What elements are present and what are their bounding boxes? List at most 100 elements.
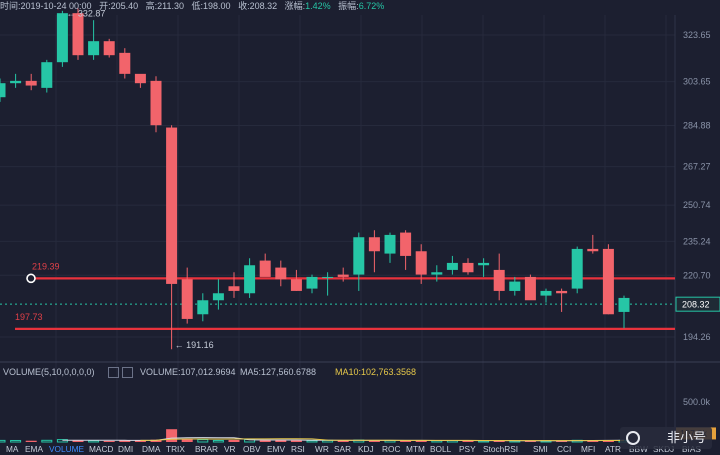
watermark-text: 非小号	[666, 430, 706, 445]
volume-bar	[0, 439, 6, 443]
low-marker: ← 191.16	[175, 340, 214, 350]
tab-roc[interactable]: ROC	[382, 444, 401, 454]
candle-body	[228, 286, 240, 291]
volume-bar	[10, 439, 22, 443]
candle-body	[462, 262, 474, 273]
indicator-close-icon[interactable]	[122, 367, 133, 378]
candle-body	[181, 279, 193, 319]
header-high: 高:211.30	[145, 1, 184, 11]
tab-macd[interactable]: MACD	[89, 444, 114, 454]
tab-sar[interactable]: SAR	[334, 444, 352, 454]
volume-bar	[415, 440, 427, 442]
volume-bar	[134, 440, 146, 442]
tab-skdj[interactable]: SKDJ	[653, 444, 675, 454]
header-change-value: 1.42%	[305, 1, 331, 11]
tab-boll[interactable]: BOLL	[430, 444, 452, 454]
tab-brar[interactable]: BRAR	[195, 444, 219, 454]
candle-body	[10, 80, 22, 84]
volume-bar	[400, 440, 412, 442]
price-axis-label: 323.65	[683, 30, 711, 40]
volume-bar	[25, 440, 37, 442]
volume-bar	[462, 440, 474, 442]
volume-bar	[41, 439, 53, 443]
header-low: 低:198.00	[191, 1, 231, 11]
header-amplitude: 振幅:6.72%	[338, 0, 384, 12]
indicator-settings-icon[interactable]	[108, 367, 119, 378]
price-axis-label: 284.88	[683, 120, 711, 130]
header-amplitude-label: 振幅:	[338, 1, 359, 11]
tab-smi[interactable]: SMI	[533, 444, 548, 454]
candle-body	[493, 269, 505, 291]
candle-body	[25, 80, 37, 86]
candle-body	[119, 52, 131, 74]
tab-dma[interactable]: DMA	[142, 444, 161, 454]
volume-bar	[228, 439, 240, 442]
tab-atr[interactable]: ATR	[605, 444, 621, 454]
candle-body	[602, 248, 614, 315]
tab-emv[interactable]: EMV	[267, 444, 285, 454]
candle-body	[166, 127, 178, 284]
price-axis-label: 267.27	[683, 162, 711, 172]
indicator-tabs: MA EMA VOLUME MACD DMI DMA TRIX BRAR VR OBV EMV RSI…	[0, 444, 720, 455]
tab-ma[interactable]: MA	[6, 444, 19, 454]
tab-mfi[interactable]: MFI	[581, 444, 596, 454]
volume-ma5: MA5:127,560.6788	[240, 367, 317, 377]
line-anchor-handle[interactable]	[26, 273, 36, 284]
tab-trix[interactable]: TRIX	[166, 444, 185, 454]
volume-bar	[290, 440, 302, 442]
volume-bar	[275, 439, 287, 442]
tab-cci[interactable]: CCI	[557, 444, 572, 454]
candle-body	[400, 232, 412, 256]
candle-body	[290, 279, 302, 291]
candle-body	[509, 281, 521, 291]
candle-body	[478, 262, 490, 266]
candle-body	[618, 297, 630, 312]
header-change: 涨幅:1.42%	[285, 0, 331, 12]
feixiaohao-watermark: 非小号	[620, 427, 712, 449]
tab-stochrsi[interactable]: StochRSI	[483, 444, 519, 454]
volume-bar	[556, 440, 568, 442]
tab-dmi[interactable]: DMI	[118, 444, 134, 454]
volume-bar	[493, 440, 505, 442]
tab-mtm[interactable]: MTM	[406, 444, 425, 454]
high-marker: ← 332.87	[66, 8, 105, 18]
tab-psy[interactable]: PSY	[459, 444, 476, 454]
tab-obv[interactable]: OBV	[243, 444, 261, 454]
tab-ema[interactable]: EMA	[25, 444, 43, 454]
current-price-tag	[675, 296, 720, 312]
candle-body	[368, 237, 380, 252]
volume-bar	[212, 439, 224, 443]
volume-bar	[337, 440, 349, 442]
header-open: 开:205.40	[99, 1, 139, 11]
tab-vr[interactable]: VR	[224, 444, 236, 454]
tab-rsi[interactable]: RSI	[291, 444, 305, 454]
volume-bar	[88, 440, 100, 443]
header-close: 收:208.32	[238, 1, 278, 11]
candle-body	[134, 73, 146, 84]
price-axis-label: 250.74	[683, 200, 711, 210]
candle-body	[259, 260, 271, 277]
tab-bias[interactable]: BIAS	[682, 444, 701, 454]
candle-body	[524, 276, 536, 301]
resistance-line-label: 219.39	[32, 261, 60, 271]
volume-indicator-bar: VOLUME(5,10,0,0,0,0) VOLUME:107,012.9694…	[0, 367, 720, 380]
price-axis-label: 220.70	[683, 270, 711, 280]
tab-volume[interactable]: VOLUME	[49, 444, 85, 454]
tab-wr[interactable]: WR	[315, 444, 329, 454]
volume-bar	[197, 439, 209, 443]
volume-bar	[166, 429, 178, 442]
volume-ma10-line	[140, 438, 624, 442]
candle-body	[275, 267, 287, 280]
candle-body	[384, 234, 396, 254]
candle-body	[41, 62, 53, 88]
price-axis-label: 303.65	[683, 77, 711, 87]
candle-body	[244, 265, 256, 294]
tab-bbw[interactable]: BBW	[629, 444, 648, 454]
header-time: 时间:2019-10-24 00:00	[0, 1, 92, 11]
candle-body	[72, 13, 84, 56]
tab-kdj[interactable]: KDJ	[358, 444, 374, 454]
volume-bar	[259, 440, 271, 442]
candle-body	[322, 276, 334, 278]
candlestick-chart[interactable]: 323.65 303.65 284.88 267.27 250.74 235.24 220.…	[0, 0, 720, 444]
current-price-label: 208.32	[682, 300, 710, 310]
